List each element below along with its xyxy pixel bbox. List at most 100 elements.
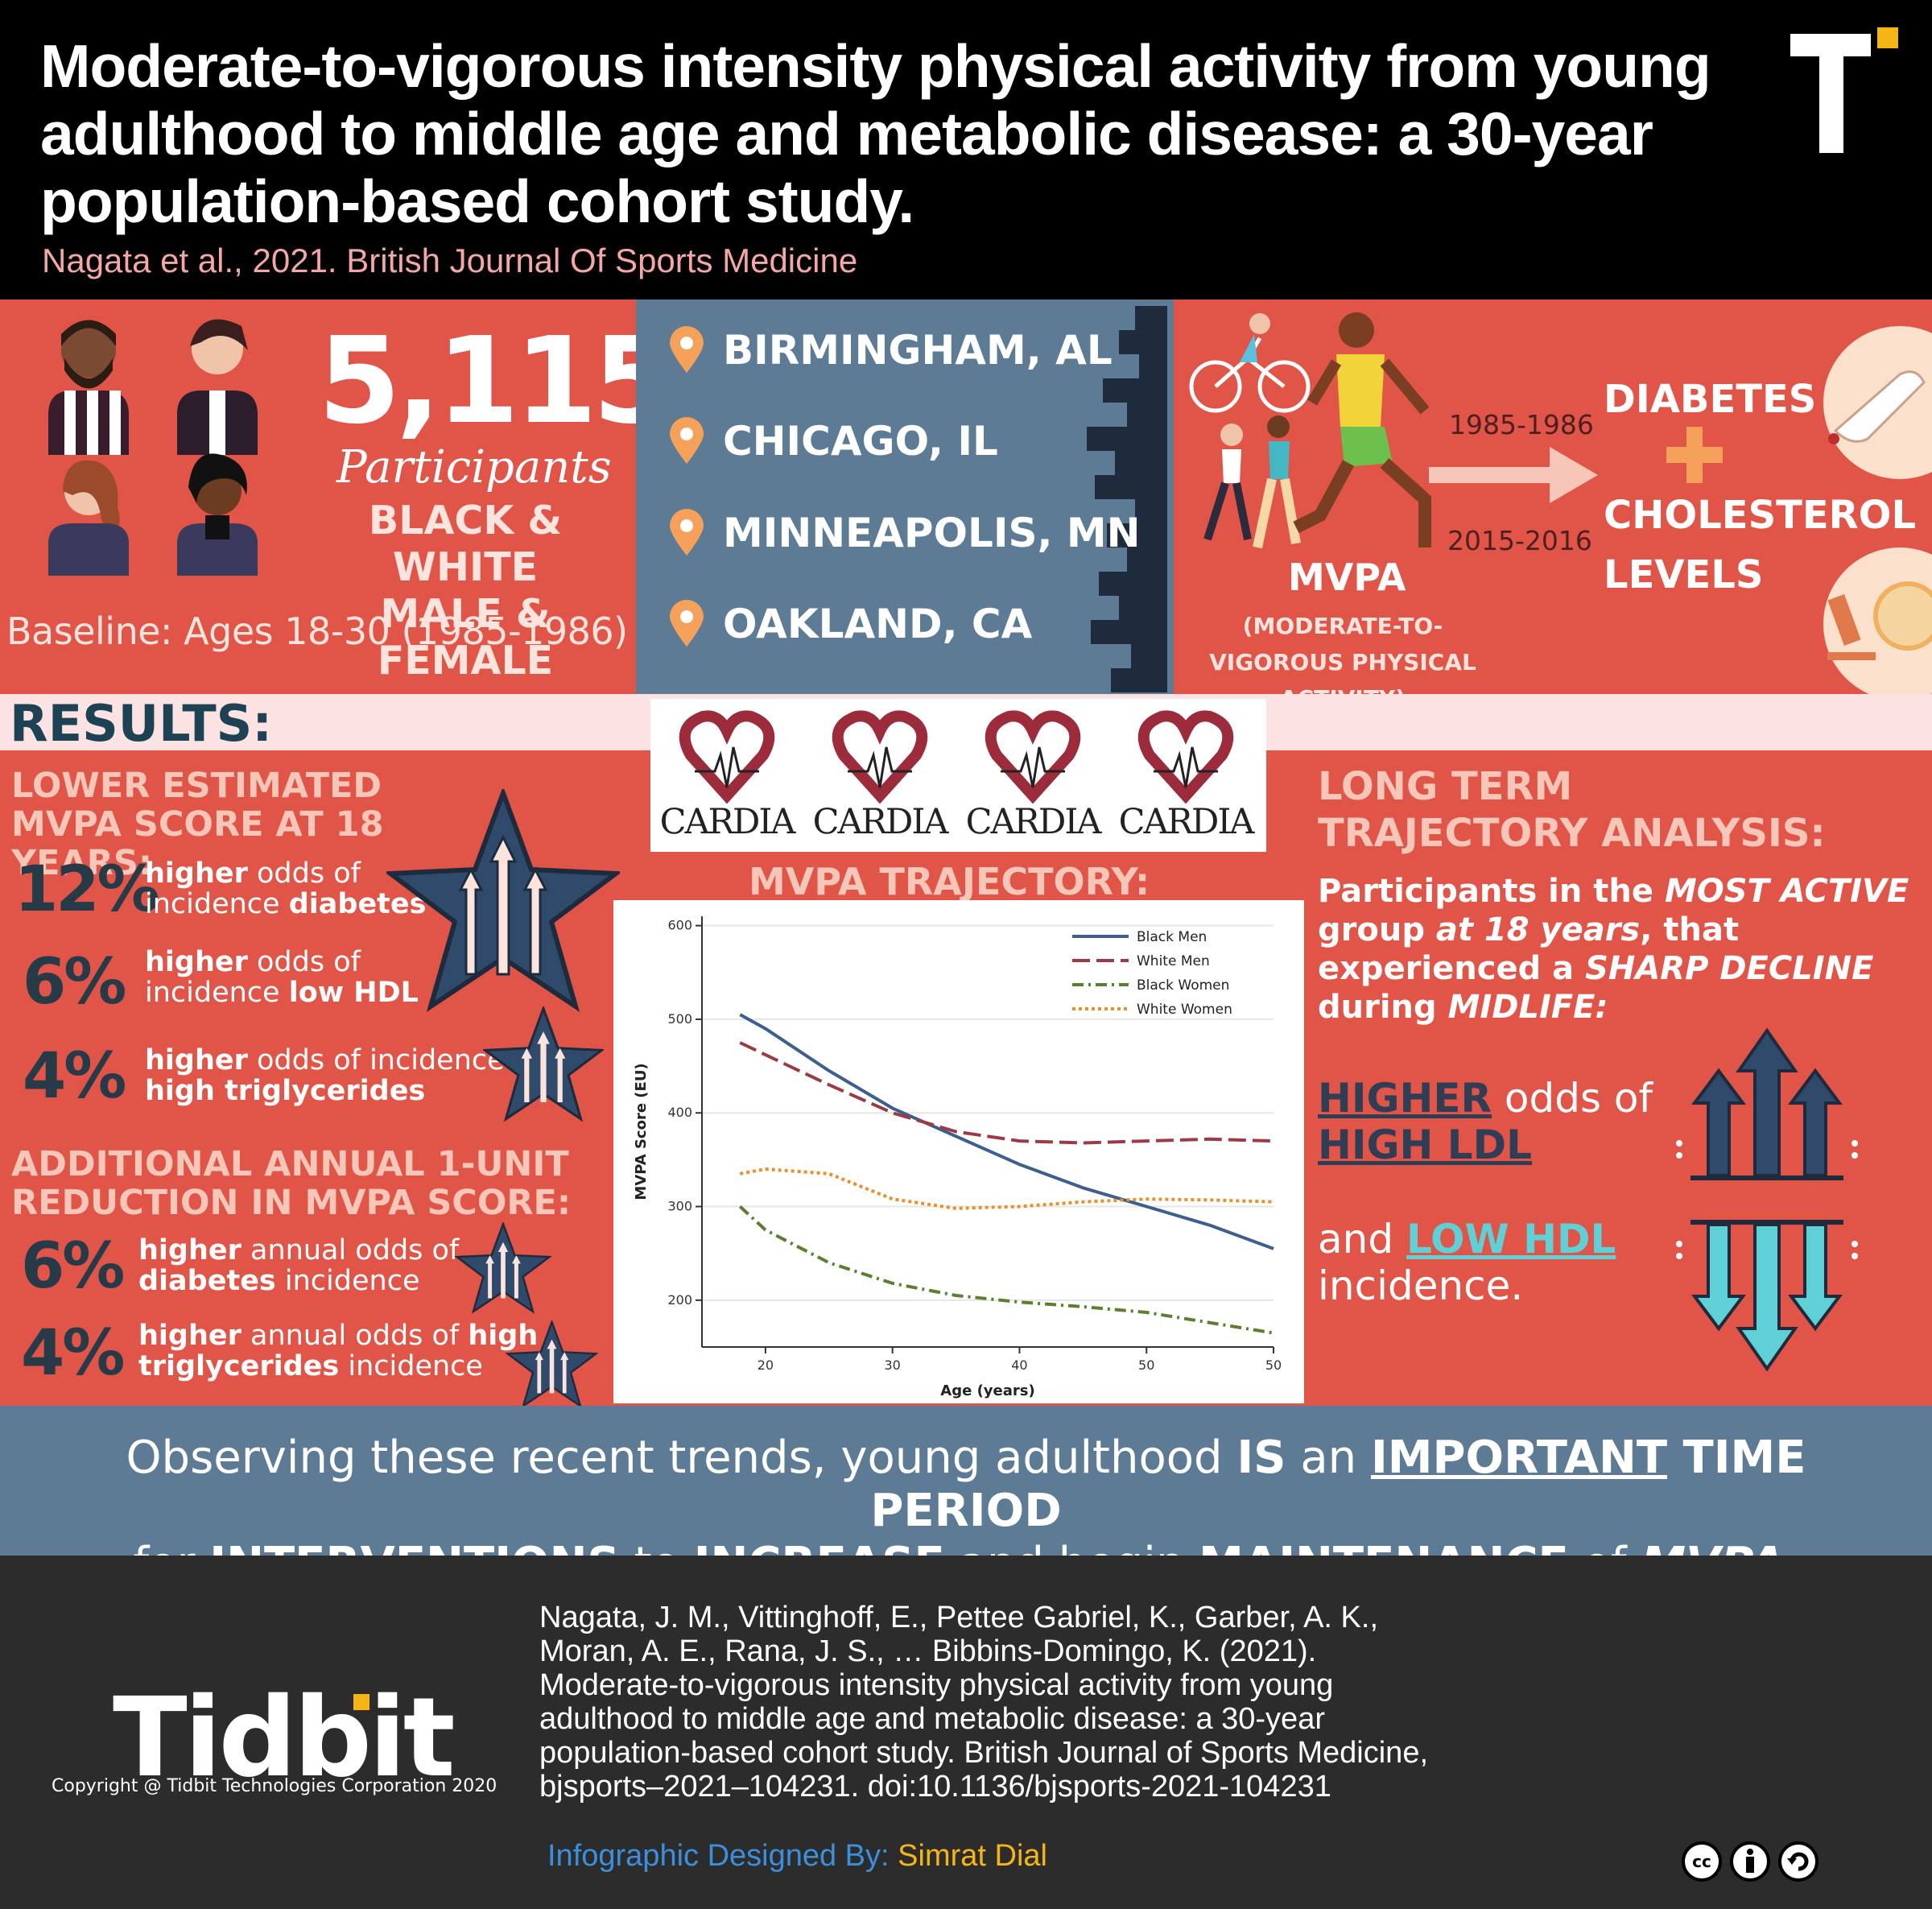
x-axis-label: Age (years) xyxy=(940,1382,1034,1399)
cardia-logo: CARDIA xyxy=(956,699,1109,852)
y-tick-label: 200 xyxy=(667,1292,692,1308)
long-term-heading-line-1: LONG TERM xyxy=(1318,764,1573,809)
infographic-title: Moderate-to-vigorous intensity physical … xyxy=(40,32,1711,235)
designer-label: Infographic Designed By: xyxy=(547,1839,890,1873)
star-arrows-icon xyxy=(455,1222,551,1314)
conclusion-band xyxy=(0,1406,1932,1556)
tidbit-logo: Tidbit xyxy=(113,1675,456,1802)
city-name: MINNEAPOLIS, MN xyxy=(723,510,1141,556)
copyright-text: Copyright @ Tidbit Technologies Corporat… xyxy=(52,1776,497,1796)
baseline-text: Baseline: Ages 18-30 (1985-1986) xyxy=(6,609,628,653)
legend-label: Black Women xyxy=(1137,977,1229,994)
x-tick-label: 40 xyxy=(1011,1357,1027,1373)
tidbit-t-logo xyxy=(1790,27,1898,153)
outcome-diabetes: DIABETES xyxy=(1604,377,1817,422)
location-pin-icon xyxy=(670,600,704,647)
x-tick-label: 20 xyxy=(758,1357,774,1373)
results-title: RESULTS: xyxy=(10,694,273,753)
cardia-text: CARDIA xyxy=(1118,802,1255,842)
arrow-right-icon xyxy=(1429,447,1598,503)
outcome-cholesterol: CHOLESTEROL xyxy=(1604,493,1917,538)
demographics-line-2: MALE & FEMALE xyxy=(377,591,554,684)
stat-description: higher odds of incidence diabetes xyxy=(145,857,427,920)
location-pin-icon xyxy=(670,509,704,556)
cardia-text: CARDIA xyxy=(812,802,949,842)
city-item-minneapolis: MINNEAPOLIS, MN xyxy=(668,509,1141,557)
citation-text: Nagata, J. M., Vittinghoff, E., Pettee G… xyxy=(539,1601,1429,1804)
stat-description: higher odds of incidence high triglyceri… xyxy=(145,1044,505,1107)
designer-credit: Infographic Designed By: Simrat Dial xyxy=(547,1839,1047,1874)
city-name: CHICAGO, IL xyxy=(723,418,998,465)
cardia-logo: CARDIA xyxy=(650,699,803,852)
series-line-white-women xyxy=(739,1167,1274,1210)
series-line-black-men xyxy=(739,1013,1274,1250)
demographics: BLACK & WHITE MALE & FEMALE xyxy=(296,498,634,684)
star-arrows-icon xyxy=(506,1320,598,1408)
designer-name: Simrat Dial xyxy=(898,1839,1047,1873)
city-name: BIRMINGHAM, AL xyxy=(723,327,1113,374)
series-line-white-men xyxy=(739,1041,1274,1145)
stat-percent: 12% xyxy=(14,853,160,926)
stat-percent: 4% xyxy=(21,1317,125,1390)
low-hdl-text: and LOW HDL incidence. xyxy=(1318,1216,1616,1309)
star-arrows-icon xyxy=(483,1006,604,1122)
city-item-oakland: OAKLAND, CA xyxy=(668,600,1032,648)
city-name: OAKLAND, CA xyxy=(723,601,1033,647)
footer xyxy=(0,1556,1932,1909)
tidbit-logo-dot xyxy=(353,1694,369,1710)
svg-text:cc: cc xyxy=(1692,1852,1711,1871)
heart-icon xyxy=(1137,710,1234,804)
trajectory-chart-box: 200 300 400 500 600 20 30 40 50 50 Age (years) MVPA… xyxy=(613,900,1304,1403)
cardia-logo: CARDIA xyxy=(803,699,956,852)
heart-icon xyxy=(832,710,928,804)
long-term-heading-line-2: TRAJECTORY ANALYSIS: xyxy=(1318,811,1826,856)
start-year: 1985-1986 xyxy=(1449,409,1594,440)
location-pin-icon xyxy=(670,326,704,373)
cardia-logos: CARDIA CARDIA CARDIA CARDIA xyxy=(650,699,1266,852)
up-down-arrows-icon xyxy=(1676,1027,1858,1372)
creative-commons-icon: cc xyxy=(1682,1841,1818,1882)
long-term-heading: LONG TERM TRAJECTORY ANALYSIS: xyxy=(1318,763,1826,857)
cardia-text: CARDIA xyxy=(965,802,1102,842)
mvpa-label: MVPA xyxy=(1288,556,1406,599)
header-band xyxy=(0,0,1932,300)
cities-panel xyxy=(636,300,1174,694)
star-arrows-icon xyxy=(386,789,620,1013)
demographics-line-1: BLACK & WHITE xyxy=(368,498,563,590)
higher-ldl-text: HIGHER odds of HIGH LDL xyxy=(1318,1075,1653,1168)
trajectory-title: MVPA TRAJECTORY: xyxy=(749,860,1150,903)
microscope-icon xyxy=(1823,547,1932,700)
outcome-levels: LEVELS xyxy=(1604,552,1764,597)
skyline-silhouette xyxy=(1087,306,1167,692)
stat-percent: 6% xyxy=(21,1230,125,1303)
x-tick-label: 50 xyxy=(1265,1357,1282,1373)
location-pin-icon xyxy=(670,417,704,464)
long-term-description: Participants in the MOST ACTIVE group at… xyxy=(1318,873,1909,1026)
heart-icon xyxy=(679,710,775,804)
trajectory-chart: 200 300 400 500 600 20 30 40 50 50 Age (years) MVPA… xyxy=(633,916,1282,1399)
heart-icon xyxy=(985,710,1081,804)
x-tick-label: 50 xyxy=(1138,1357,1154,1373)
series-line-black-women xyxy=(738,1205,1274,1335)
cardia-logo: CARDIA xyxy=(1109,699,1262,852)
stat-description: higher annual odds of diabetes incidence xyxy=(138,1234,460,1297)
people-icons xyxy=(48,319,258,576)
city-item-birmingham: BIRMINGHAM, AL xyxy=(668,326,1113,374)
annual-reduction-heading: ADDITIONAL ANNUAL 1-UNIT REDUCTION IN MV… xyxy=(11,1144,572,1223)
x-tick-label: 30 xyxy=(884,1357,900,1373)
stat-description: higher annual odds of high triglycerides… xyxy=(138,1320,539,1382)
plus-icon xyxy=(1666,427,1723,483)
city-item-chicago: CHICAGO, IL xyxy=(668,417,998,465)
finger-blood-test-icon xyxy=(1823,326,1932,479)
athletes-illustration xyxy=(1189,312,1431,549)
y-tick-label: 400 xyxy=(667,1105,692,1120)
legend-label: Black Men xyxy=(1137,929,1207,945)
cardia-text: CARDIA xyxy=(659,802,796,842)
infographic-subtitle: Nagata et al., 2021. British Journal Of … xyxy=(42,242,858,279)
legend-label: White Men xyxy=(1137,953,1210,969)
end-year: 2015-2016 xyxy=(1447,525,1592,556)
y-axis-label: MVPA Score (EU) xyxy=(633,1063,650,1200)
y-tick-label: 500 xyxy=(667,1011,692,1027)
participants-label: Participants xyxy=(336,441,612,494)
